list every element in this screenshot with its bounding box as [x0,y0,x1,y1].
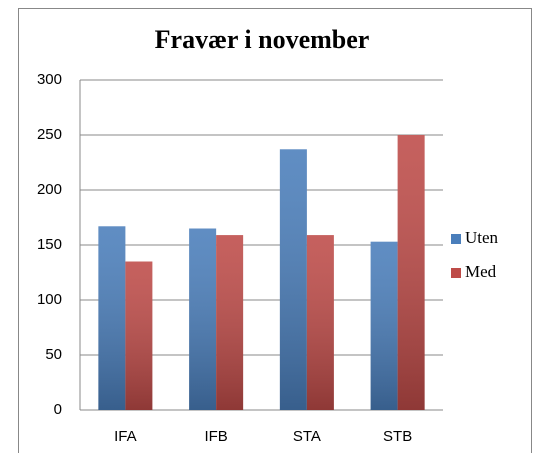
y-tick-label: 250 [37,126,62,143]
y-tick-label: 100 [37,291,62,308]
bar-group [125,261,153,410]
bar-group [397,135,425,410]
legend-swatch [451,234,461,244]
x-tick-label: STA [293,428,321,445]
bar-group [279,149,307,411]
bar-group [98,226,126,410]
bar-shade [216,235,244,410]
bar-shade [370,241,398,410]
y-tick-label: 300 [37,71,62,88]
x-tick-label: IFA [114,428,137,445]
legend-label: Med [465,262,497,281]
x-tick-label: IFB [204,428,227,445]
bar-shade [98,226,126,410]
bar-group [189,228,217,410]
legend-swatch [451,268,461,278]
y-tick-label: 200 [37,181,62,198]
x-tick-label: STB [383,428,412,445]
chart-title: Fravær i november [155,25,370,54]
bar-shade [306,235,334,410]
y-tick-label: 0 [54,401,62,418]
bar-shade [397,135,425,410]
bar-shade [279,149,307,411]
legend-label: Uten [465,228,499,247]
bar-group [370,241,398,410]
bar-group [216,235,244,410]
bar-group [306,235,334,410]
chart-frame [18,8,532,453]
y-tick-label: 50 [45,346,62,363]
bar-shade [189,228,217,410]
y-tick-label: 150 [37,236,62,253]
bar-shade [125,261,153,410]
